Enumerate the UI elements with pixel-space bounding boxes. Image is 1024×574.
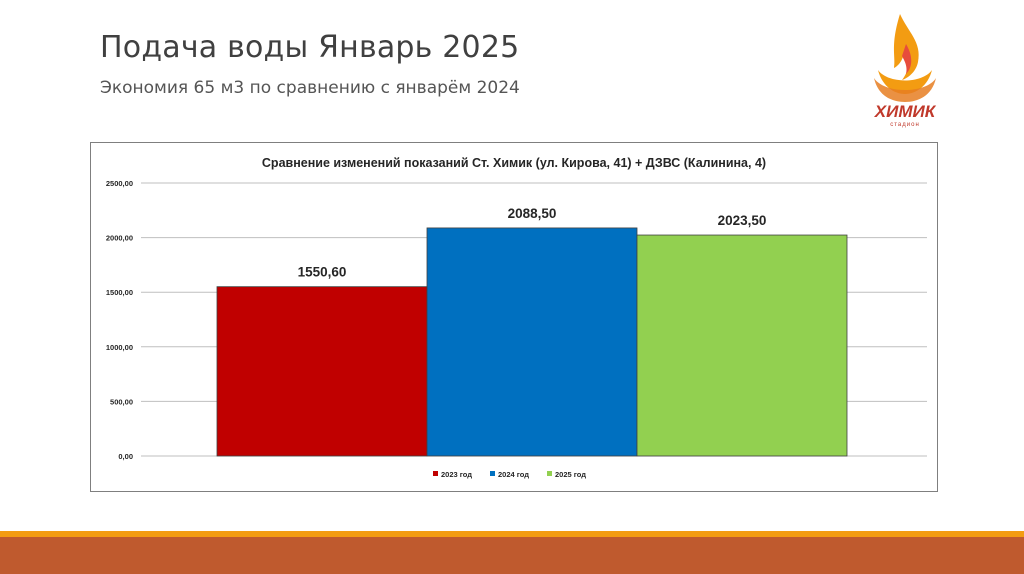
bar-chart: Сравнение изменений показаний Ст. Химик … bbox=[106, 156, 927, 479]
khimik-logo: ХИМИК стадион bbox=[870, 10, 940, 130]
legend-item: 2024 год bbox=[498, 470, 529, 479]
logo-name: ХИМИК bbox=[874, 102, 936, 121]
data-label: 2088,50 bbox=[508, 206, 557, 221]
bar-2024 bbox=[426, 227, 638, 457]
legend-swatch bbox=[547, 471, 552, 476]
y-tick-label: 500,00 bbox=[110, 397, 133, 406]
y-tick-label: 1000,00 bbox=[106, 343, 133, 352]
data-label: 1550,60 bbox=[298, 265, 347, 280]
accent-band bbox=[0, 531, 1024, 537]
y-tick-label: 2500,00 bbox=[106, 179, 133, 188]
legend-swatch bbox=[433, 471, 438, 476]
y-tick-label: 0,00 bbox=[118, 452, 133, 461]
data-label: 2023,50 bbox=[718, 213, 767, 228]
y-tick-label: 2000,00 bbox=[106, 234, 133, 243]
chart-frame: Сравнение изменений показаний Ст. Химик … bbox=[90, 142, 938, 492]
legend-item: 2025 год bbox=[555, 470, 586, 479]
y-tick-label: 1500,00 bbox=[106, 288, 133, 297]
flame-icon bbox=[874, 14, 936, 102]
slide-subtitle: Экономия 65 м3 по сравнению с январём 20… bbox=[100, 78, 520, 98]
logo-subtitle: стадион bbox=[890, 122, 920, 128]
chart-title: Сравнение изменений показаний Ст. Химик … bbox=[262, 156, 766, 170]
bar-2023 bbox=[216, 286, 428, 457]
legend-swatch bbox=[490, 471, 495, 476]
slide-title: Подача воды Январь 2025 bbox=[100, 30, 520, 65]
bar-2025 bbox=[636, 234, 848, 457]
legend-item: 2023 год bbox=[441, 470, 472, 479]
footer-band bbox=[0, 537, 1024, 574]
